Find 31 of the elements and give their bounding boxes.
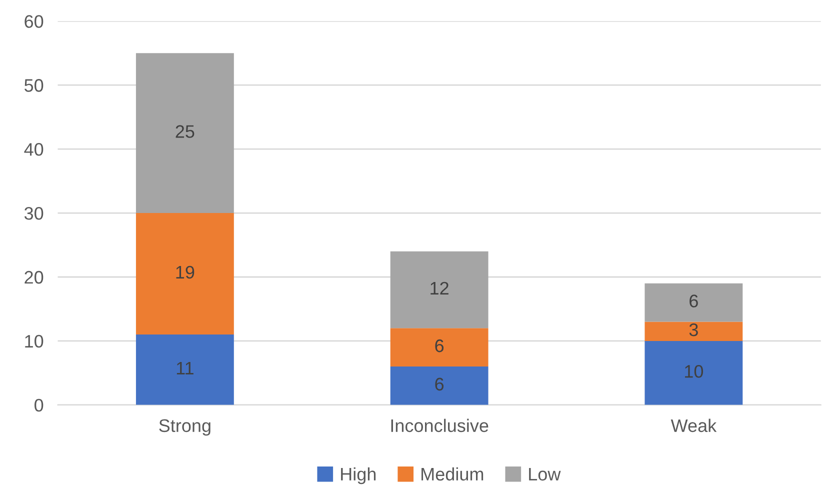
data-label: 6	[435, 378, 444, 391]
y-tick-label: 30	[24, 206, 44, 220]
bar	[644, 322, 743, 341]
x-tick-label: Inconclusive	[391, 418, 488, 432]
data-label: 3	[689, 323, 698, 336]
bar	[644, 340, 743, 405]
data-label: 25	[176, 125, 194, 138]
y-tick-label: 20	[24, 270, 44, 284]
bar	[390, 366, 488, 405]
bar	[390, 251, 488, 328]
data-label: 10	[685, 364, 704, 378]
data-label: 6	[435, 339, 444, 352]
bar	[136, 213, 234, 335]
x-tick-label: Strong	[159, 419, 210, 436]
data-label: 12	[430, 282, 448, 294]
y-tick-label: 50	[24, 79, 44, 92]
legend-label: Medium	[422, 467, 484, 481]
bar	[136, 53, 234, 214]
x-tick-label: Weak	[670, 418, 717, 432]
y-tick-label: 40	[24, 143, 44, 156]
data-label: 6	[690, 294, 698, 308]
y-tick-label: 0	[34, 398, 44, 412]
legend-label: Low	[529, 468, 561, 481]
data-label: 19	[176, 266, 194, 279]
bar	[644, 283, 743, 322]
y-tick-label: 10	[25, 334, 44, 348]
legend-label: High	[341, 467, 376, 484]
data-label: 11	[176, 362, 194, 374]
bar	[136, 334, 234, 405]
y-tick-label: 60	[24, 15, 44, 28]
bar	[390, 328, 488, 367]
